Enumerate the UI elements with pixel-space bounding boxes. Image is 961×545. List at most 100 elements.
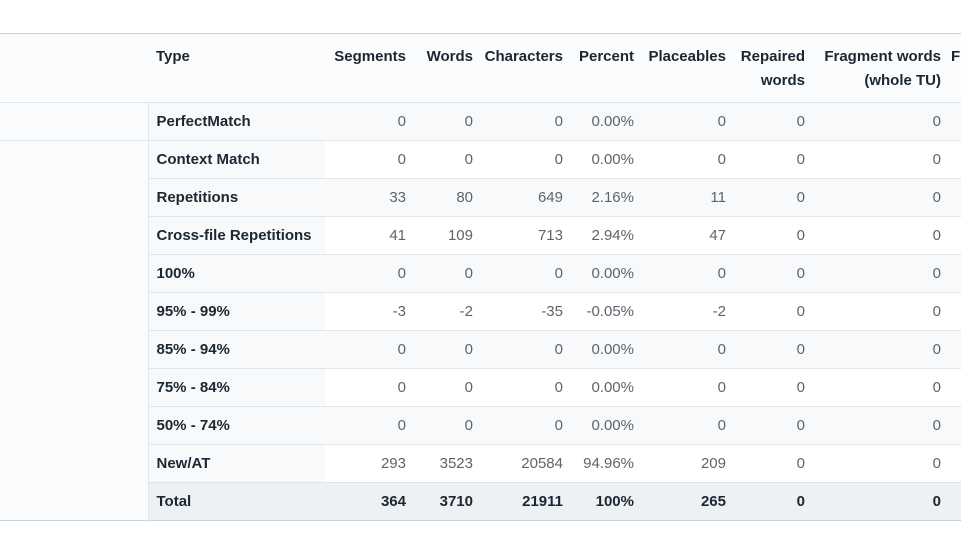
- cell-trailing: [946, 178, 961, 217]
- cell-words: 0: [411, 254, 478, 293]
- cell-placeables: 0: [639, 140, 731, 179]
- analysis-statistics-table: Type Segments Words Characters Percent Placea…: [0, 33, 961, 521]
- cell-segments: 0: [325, 406, 411, 445]
- column-header-type: Type: [148, 33, 325, 103]
- cell-fragment_words: 0: [810, 330, 946, 369]
- cell-fragment_words: 0: [810, 254, 946, 293]
- cell-type: Repetitions: [148, 178, 325, 217]
- cell-words: 3710: [411, 482, 478, 521]
- table-row: 85% - 94% 0 0 0 0.00% 0 0 0: [0, 330, 961, 369]
- table-row: PerfectMatch 0 0 0 0.00% 0 0 0: [0, 102, 961, 141]
- cell-segments: 0: [325, 140, 411, 179]
- cell-repaired_words: 0: [731, 406, 810, 445]
- cell-repaired_words: 0: [731, 330, 810, 369]
- column-header-placeables: Placeables: [639, 33, 731, 103]
- lead-column-header-spacer: [0, 33, 148, 103]
- table-row: Context Match 0 0 0 0.00% 0 0 0: [0, 140, 961, 521]
- cell-placeables: 265: [639, 482, 731, 521]
- cell-segments: 33: [325, 178, 411, 217]
- cell-placeables: 0: [639, 406, 731, 445]
- cell-type: 100%: [148, 254, 325, 293]
- cell-type: 95% - 99%: [148, 292, 325, 331]
- cell-repaired_words: 0: [731, 102, 810, 141]
- cell-trailing: [946, 444, 961, 483]
- cell-segments: 0: [325, 102, 411, 141]
- cell-percent: 0.00%: [568, 368, 639, 407]
- cell-type: 50% - 74%: [148, 406, 325, 445]
- cell-percent: 2.16%: [568, 178, 639, 217]
- column-header-segments: Segments: [325, 33, 411, 103]
- cell-fragment_words: 0: [810, 178, 946, 217]
- table-row: Repetitions 33 80 649 2.16% 11 0 0: [0, 178, 961, 217]
- cell-trailing: [946, 254, 961, 293]
- column-header-repaired_words: Repaired words: [731, 33, 810, 103]
- table-body: PerfectMatch 0 0 0 0.00% 0 0 0 Context Match 0 0 0 0…: [0, 102, 961, 521]
- cell-type: PerfectMatch: [148, 102, 325, 141]
- cell-fragment_words: 0: [810, 140, 946, 179]
- cell-segments: 41: [325, 216, 411, 255]
- cell-repaired_words: 0: [731, 254, 810, 293]
- cell-words: -2: [411, 292, 478, 331]
- cell-repaired_words: 0: [731, 444, 810, 483]
- cell-repaired_words: 0: [731, 216, 810, 255]
- lead-column-cell: [0, 102, 149, 141]
- cell-type: Cross-file Repetitions: [148, 216, 325, 255]
- table-row: New/AT 293 3523 20584 94.96% 209 0 0: [0, 444, 961, 483]
- cell-characters: 0: [478, 406, 568, 445]
- cell-percent: 0.00%: [568, 140, 639, 179]
- cell-placeables: 11: [639, 178, 731, 217]
- cell-placeables: 0: [639, 368, 731, 407]
- total-row: Total 364 3710 21911 100% 265 0 0: [0, 482, 961, 521]
- cell-characters: 0: [478, 368, 568, 407]
- cell-trailing: [946, 216, 961, 255]
- cell-percent: 2.94%: [568, 216, 639, 255]
- cell-trailing: [946, 482, 961, 521]
- cell-placeables: -2: [639, 292, 731, 331]
- cell-percent: 0.00%: [568, 102, 639, 141]
- table-row: 50% - 74% 0 0 0 0.00% 0 0 0: [0, 406, 961, 445]
- cell-fragment_words: 0: [810, 368, 946, 407]
- cell-trailing: [946, 102, 961, 141]
- cell-segments: 364: [325, 482, 411, 521]
- cell-characters: 713: [478, 216, 568, 255]
- cell-repaired_words: 0: [731, 292, 810, 331]
- cell-repaired_words: 0: [731, 368, 810, 407]
- cell-segments: 293: [325, 444, 411, 483]
- cell-placeables: 0: [639, 330, 731, 369]
- table-row: 75% - 84% 0 0 0 0.00% 0 0 0: [0, 368, 961, 407]
- cell-trailing: [946, 368, 961, 407]
- analysis-report: Type Segments Words Characters Percent Placea…: [0, 33, 961, 521]
- cell-words: 3523: [411, 444, 478, 483]
- cell-characters: 0: [478, 254, 568, 293]
- column-header-fragment_words: Fragment words (whole TU): [810, 33, 946, 103]
- cell-fragment_words: 0: [810, 102, 946, 141]
- column-header-characters: Characters: [478, 33, 568, 103]
- cell-fragment_words: 0: [810, 444, 946, 483]
- column-header-words: Words: [411, 33, 478, 103]
- cell-placeables: 0: [639, 102, 731, 141]
- cell-words: 0: [411, 140, 478, 179]
- cell-words: 80: [411, 178, 478, 217]
- cell-type: New/AT: [148, 444, 325, 483]
- cell-trailing: [946, 140, 961, 179]
- cell-percent: 0.00%: [568, 406, 639, 445]
- cell-type: Total: [148, 482, 325, 521]
- cell-characters: 0: [478, 102, 568, 141]
- cell-characters: 20584: [478, 444, 568, 483]
- cell-characters: 649: [478, 178, 568, 217]
- cell-placeables: 209: [639, 444, 731, 483]
- cell-words: 0: [411, 102, 478, 141]
- cell-type: Context Match: [148, 140, 325, 179]
- cell-trailing: [946, 406, 961, 445]
- cell-segments: 0: [325, 368, 411, 407]
- cell-segments: 0: [325, 330, 411, 369]
- table-row: 100% 0 0 0 0.00% 0 0 0: [0, 254, 961, 293]
- cell-fragment_words: 0: [810, 406, 946, 445]
- cell-repaired_words: 0: [731, 140, 810, 179]
- cell-segments: -3: [325, 292, 411, 331]
- cell-characters: 0: [478, 140, 568, 179]
- column-header-trailing: F: [946, 33, 961, 103]
- cell-trailing: [946, 292, 961, 331]
- cell-percent: 0.00%: [568, 330, 639, 369]
- cell-type: 85% - 94%: [148, 330, 325, 369]
